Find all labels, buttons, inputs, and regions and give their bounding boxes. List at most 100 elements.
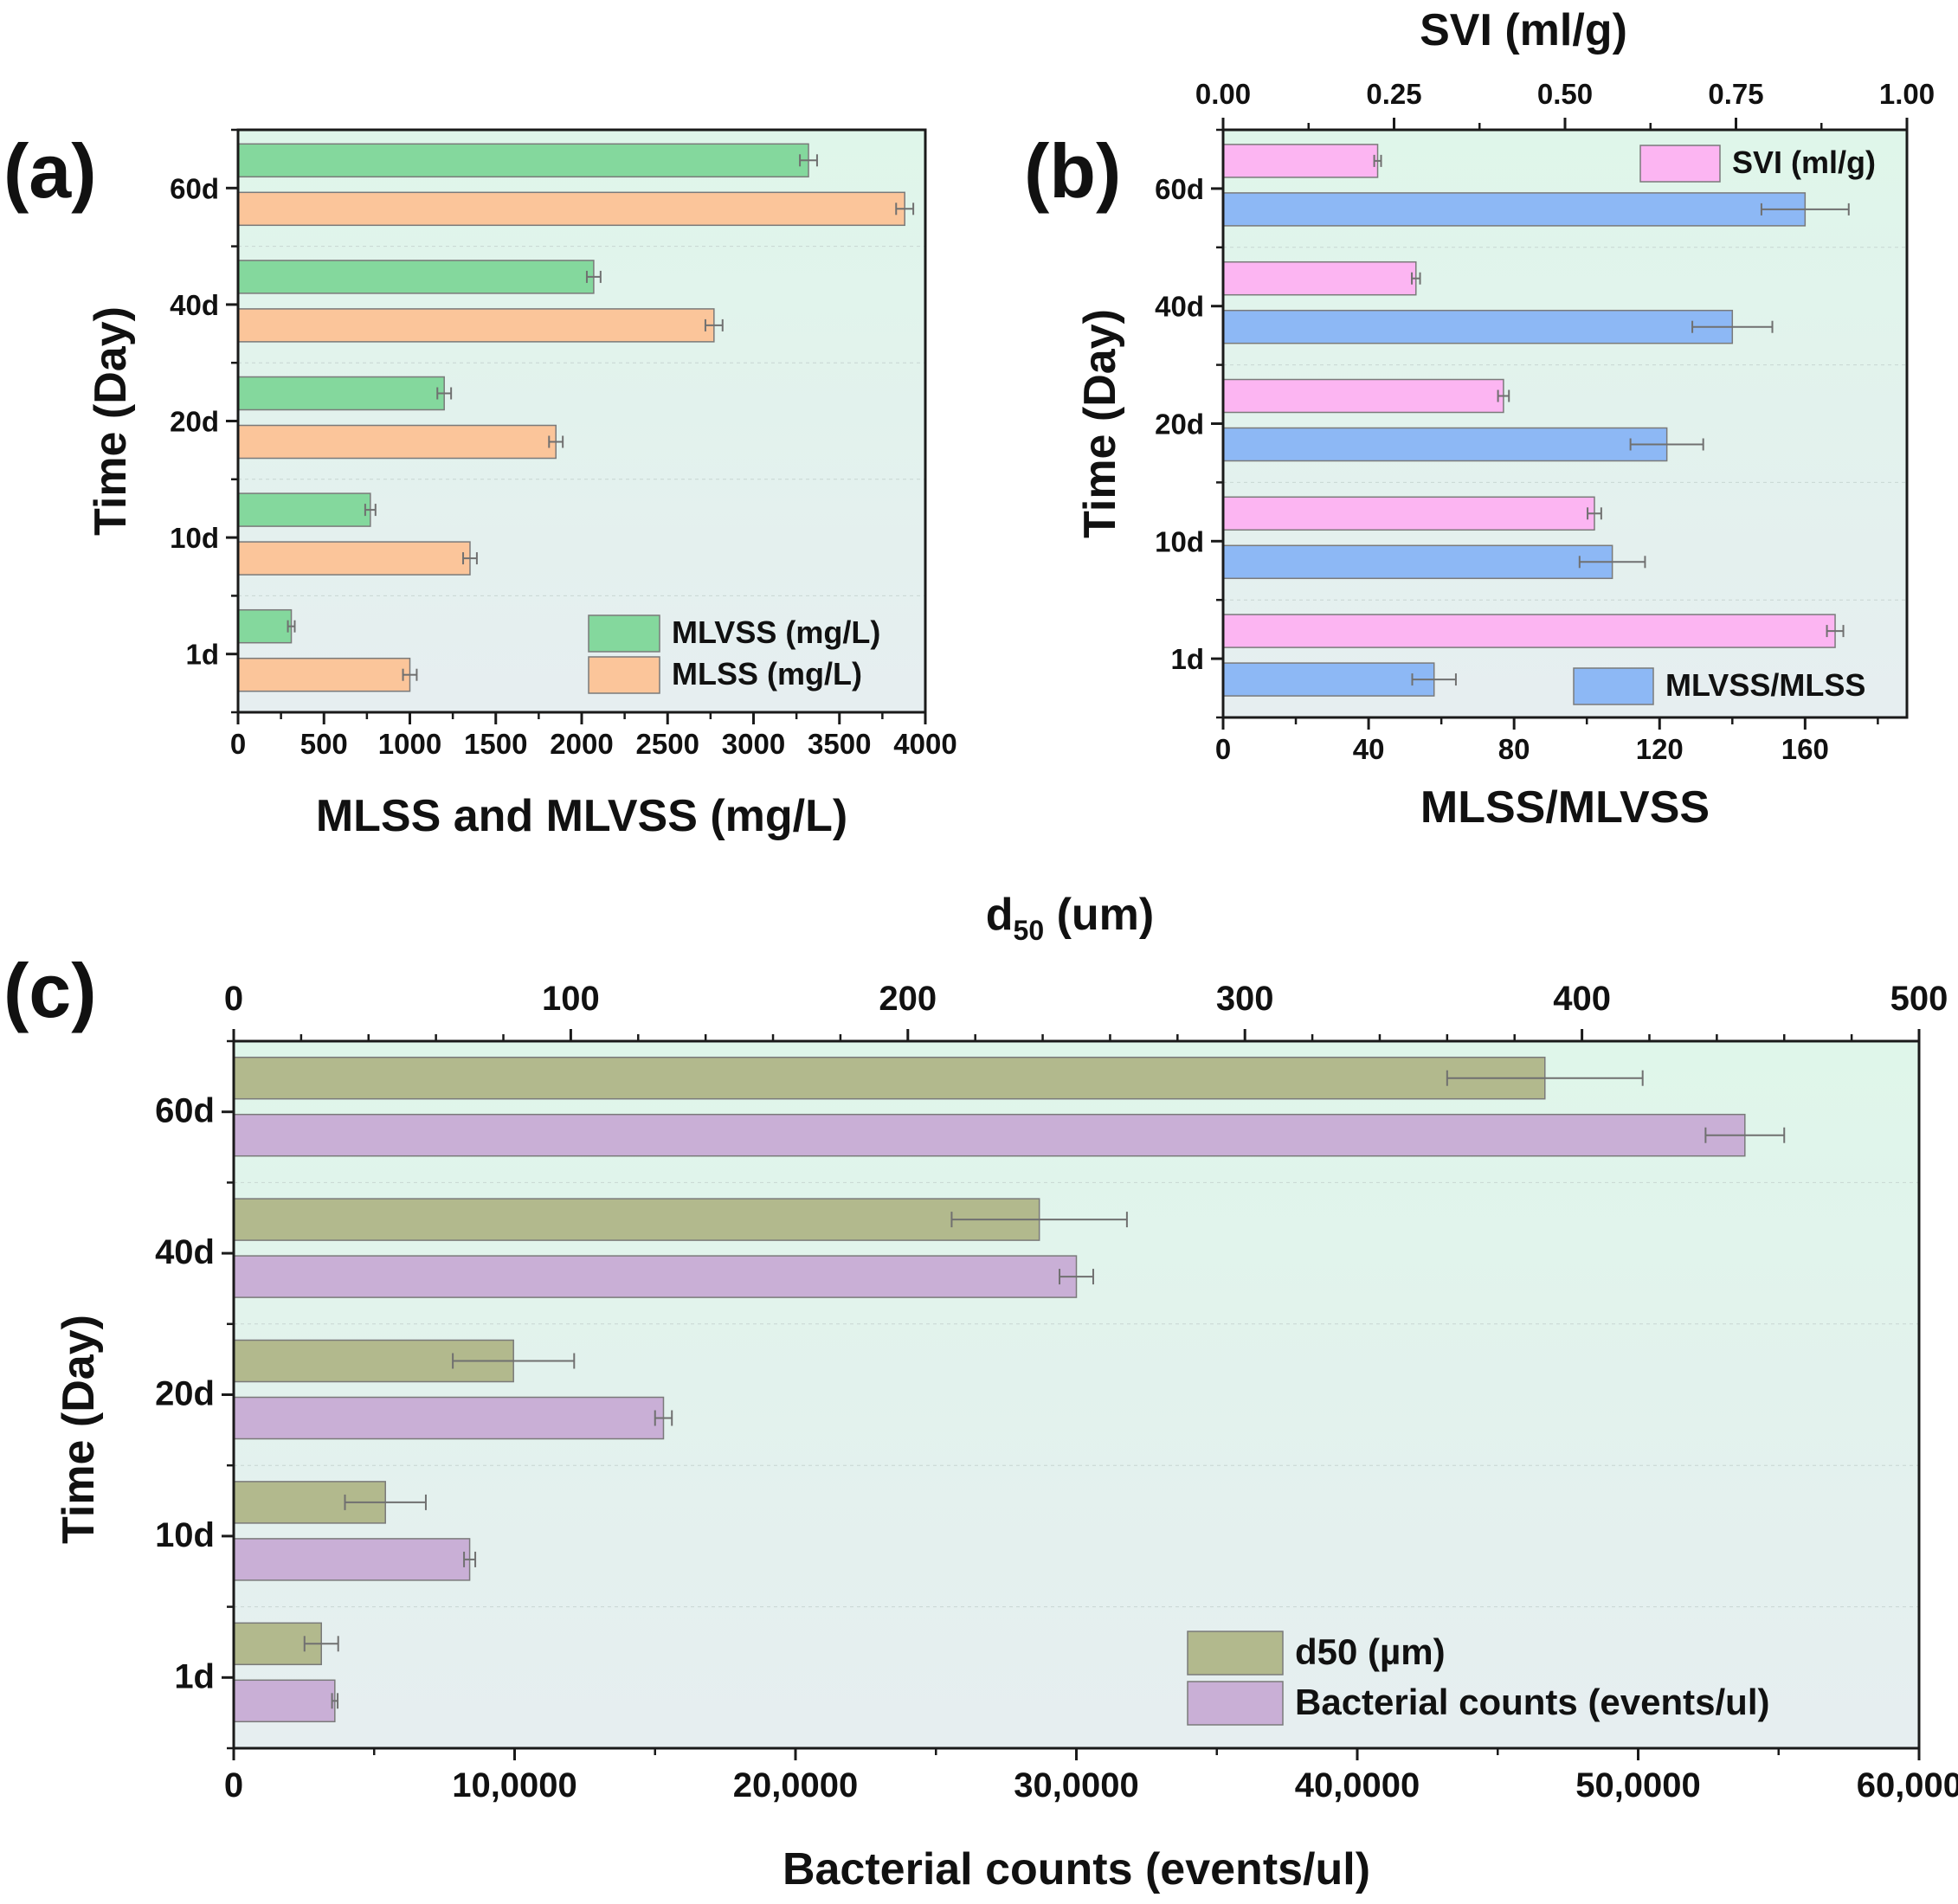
ratio-bar xyxy=(1222,427,1668,462)
error-bar xyxy=(1497,389,1510,402)
y-tick-label: 60d xyxy=(1155,173,1204,205)
legend-entry: MLVSS (mg/L) xyxy=(588,614,880,653)
x-tick-label: 2000 xyxy=(550,728,613,760)
x-tick-label: 3500 xyxy=(808,728,871,760)
legend-entry: d50 (µm) xyxy=(1187,1631,1446,1676)
legend-label: MLSS (mg/L) xyxy=(672,656,862,691)
panel-c: 1d 10d 20d 40d 60d 0 10,0000 20,0000 30,0000 40,0… xyxy=(3,890,1958,1894)
x2-axis-title: SVI (ml/g) xyxy=(1420,5,1627,55)
mlvss-bar xyxy=(237,376,445,411)
legend-label: MLVSS (mg/L) xyxy=(672,614,880,650)
x-tick-label: 30,0000 xyxy=(1014,1766,1139,1804)
x-tick-label: 0 xyxy=(1215,733,1231,765)
x2-tick-label: 0.50 xyxy=(1537,78,1593,110)
legend-swatch xyxy=(588,614,660,653)
mlss-bar xyxy=(237,541,471,576)
ratio-bar xyxy=(1222,309,1734,344)
bacterial-count-bar xyxy=(233,1255,1078,1298)
error-bar xyxy=(585,270,602,283)
x-tick-label: 20,0000 xyxy=(733,1766,859,1804)
error-bar xyxy=(799,154,818,167)
mlvss-bar xyxy=(237,260,595,294)
plot-background xyxy=(238,130,925,712)
error-bar xyxy=(402,668,418,681)
mlvss-bar xyxy=(237,143,809,178)
error-bar xyxy=(1373,154,1382,167)
y-tick-label: 1d xyxy=(185,639,219,671)
legend: SVI (ml/g) MLVSS/MLSS xyxy=(1573,145,1876,705)
x2-axis-title-unit: (um) xyxy=(1044,890,1154,940)
y-tick-label: 1d xyxy=(1170,643,1204,675)
x-tick-label: 4000 xyxy=(893,728,956,760)
y-tick-label: 10d xyxy=(170,522,219,554)
x-tick-label: 160 xyxy=(1781,733,1829,765)
legend-label: SVI (ml/g) xyxy=(1732,145,1876,180)
legend: d50 (µm) Bacterial counts (events/ul) xyxy=(1187,1631,1769,1726)
x-tick-label: 60,0000 xyxy=(1857,1766,1958,1804)
x-tick-label: 10,0000 xyxy=(452,1766,577,1804)
x-tick-label: 1500 xyxy=(464,728,527,760)
panel-b: 1d 10d 20d 40d 60d 0 40 80 120 160 0.00 0.25 0.50 0.7… xyxy=(1024,5,1935,833)
x2-tick-label: 0 xyxy=(224,980,243,1018)
x2-axis-title-main: d xyxy=(986,890,1014,940)
bacterial-count-bar xyxy=(233,1538,471,1581)
x-tick-label: 40,0000 xyxy=(1295,1766,1420,1804)
error-bar xyxy=(1760,203,1850,215)
d50-bar xyxy=(233,1056,1546,1100)
y-axis-title: Time (Day) xyxy=(86,306,136,536)
error-bar xyxy=(704,318,724,331)
bacterial-count-bar xyxy=(233,1679,336,1723)
legend: MLVSS (mg/L) MLSS (mg/L) xyxy=(588,614,880,694)
mlvss-bar xyxy=(237,492,371,527)
y-tick-label: 40d xyxy=(155,1233,215,1271)
error-bar xyxy=(462,552,478,565)
y-tick-label: 20d xyxy=(155,1375,215,1413)
ratio-bar xyxy=(1222,192,1807,227)
x2-tick-label: 100 xyxy=(542,980,600,1018)
panel-label: (b) xyxy=(1024,128,1121,214)
x-tick-label: 120 xyxy=(1636,733,1684,765)
x-tick-label: 40 xyxy=(1353,733,1385,765)
legend-swatch xyxy=(1187,1681,1284,1726)
error-bar xyxy=(331,1693,339,1709)
x-tick-label: 1000 xyxy=(378,728,441,760)
d50-bar xyxy=(233,1198,1040,1241)
x2-axis-title: d50 (um) xyxy=(986,890,1154,946)
error-bar xyxy=(1691,320,1774,333)
error-bar xyxy=(1587,507,1602,520)
svi-bar xyxy=(1222,378,1504,414)
error-bar xyxy=(364,504,377,517)
error-bar xyxy=(436,387,453,400)
bacterial-count-bar xyxy=(233,1113,1746,1157)
ratio-bar xyxy=(1222,662,1435,697)
mlss-bar xyxy=(237,308,715,343)
x2-tick-label: 400 xyxy=(1553,980,1611,1018)
error-bar xyxy=(1578,556,1646,569)
plot-background xyxy=(234,1041,1919,1748)
legend-entry: MLVSS/MLSS xyxy=(1573,667,1865,705)
error-bar xyxy=(895,203,915,215)
x-tick-label: 2500 xyxy=(636,728,699,760)
x2-tick-label: 300 xyxy=(1216,980,1274,1018)
x-tick-label: 50,0000 xyxy=(1575,1766,1701,1804)
y-tick-label: 20d xyxy=(1155,408,1204,441)
error-bar xyxy=(1411,673,1457,686)
panel-a: 1d 10d 20d 40d 60d 0 500 1000 1500 2000 2500 3000 35… xyxy=(3,128,957,841)
error-bar xyxy=(287,620,296,633)
x2-tick-label: 500 xyxy=(1890,980,1948,1018)
error-bar xyxy=(1411,272,1421,285)
error-bar xyxy=(950,1212,1128,1228)
legend-entry: SVI (ml/g) xyxy=(1639,145,1876,183)
y-tick-label: 10d xyxy=(155,1516,215,1554)
x-tick-label: 0 xyxy=(224,1766,243,1804)
x2-tick-label: 0.75 xyxy=(1708,78,1763,110)
x2-tick-label: 1.00 xyxy=(1879,78,1935,110)
x-tick-label: 3000 xyxy=(722,728,785,760)
y-tick-label: 40d xyxy=(170,289,219,321)
error-bar xyxy=(1826,625,1845,638)
legend-entry: MLSS (mg/L) xyxy=(588,656,862,694)
legend-entry: Bacterial counts (events/ul) xyxy=(1187,1681,1769,1726)
x-axis-title: MLSS and MLVSS (mg/L) xyxy=(316,791,847,841)
x-tick-label: 500 xyxy=(300,728,348,760)
